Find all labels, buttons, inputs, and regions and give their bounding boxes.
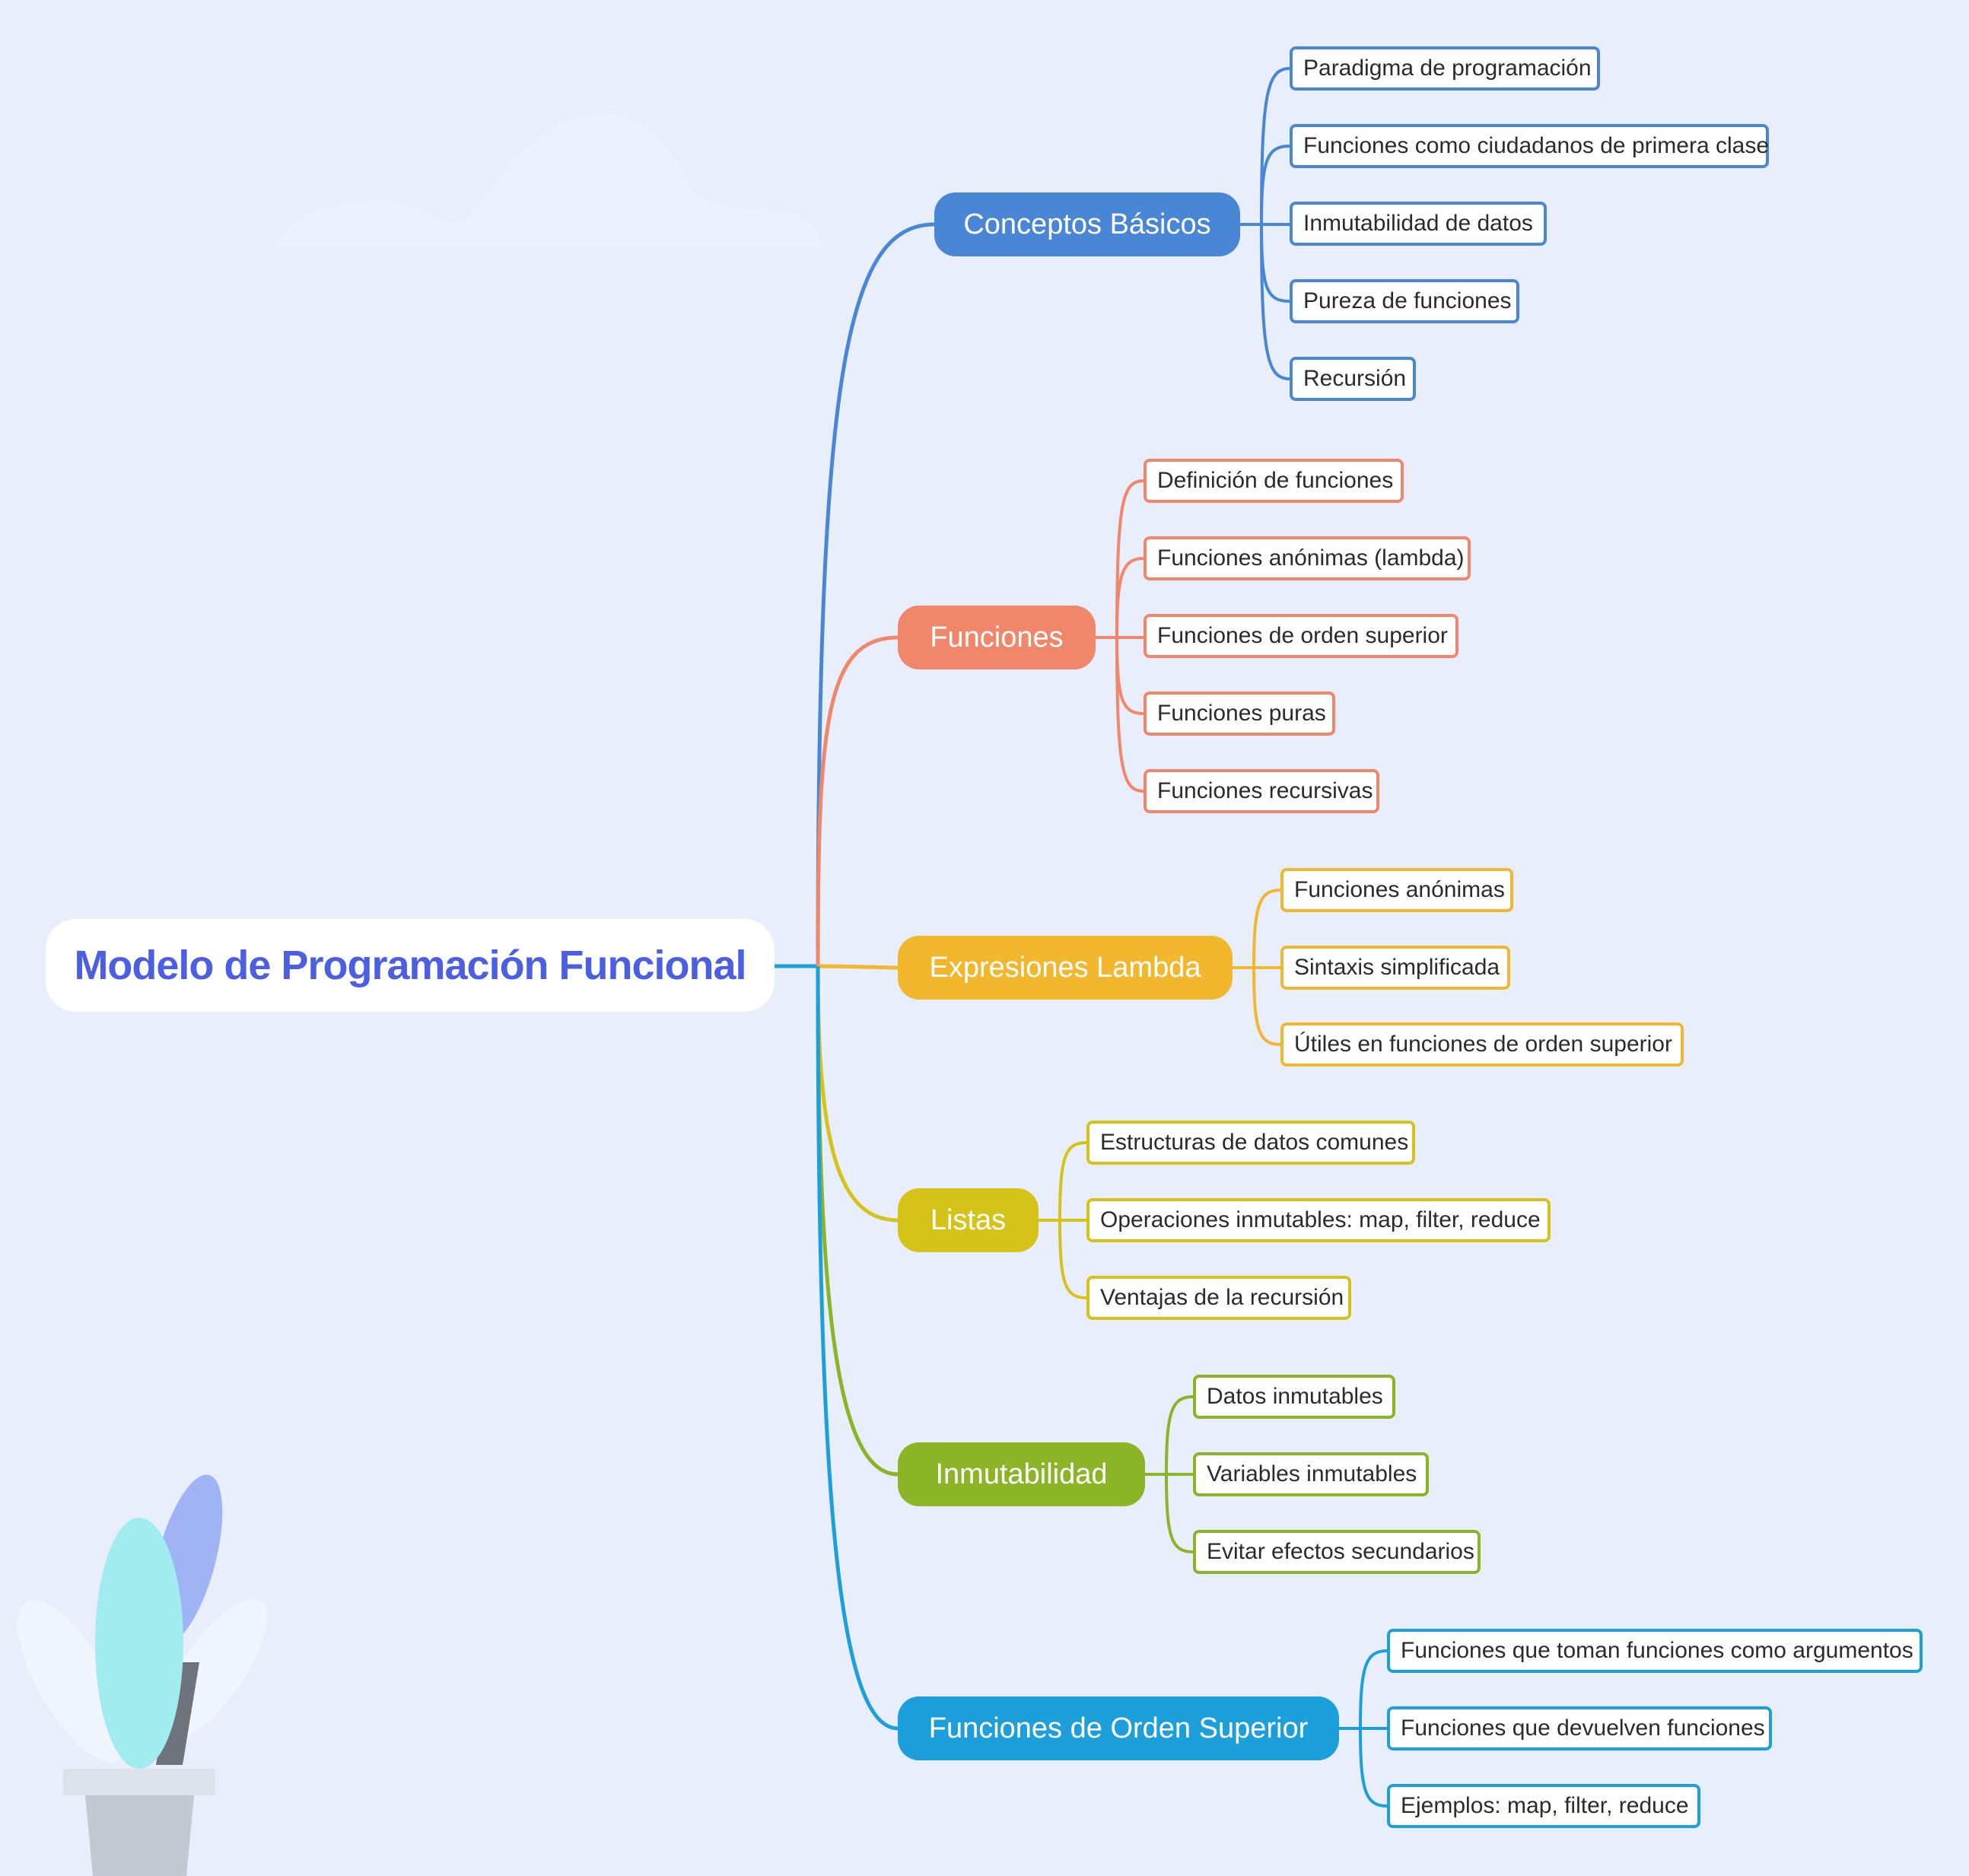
connector-group-inmutabilidad: [1145, 1395, 1194, 1553]
connector-funciones: [816, 635, 899, 967]
plant-decoration: [17, 1474, 268, 1876]
leaf-variables-inmutables[interactable]: Variables inmutables: [1193, 1452, 1429, 1496]
cloud-decoration: [274, 114, 822, 247]
leaf-datos-inmutables[interactable]: Datos inmutables: [1193, 1375, 1395, 1419]
leaf-orden-superior[interactable]: Funciones de orden superior: [1144, 614, 1458, 658]
connector-lambda: [817, 964, 899, 970]
leaf-paradigma[interactable]: Paradigma de programación: [1290, 46, 1600, 91]
leaf-estructuras[interactable]: Estructuras de datos comunes: [1086, 1121, 1415, 1165]
leaf-utiles[interactable]: Útiles en funciones de orden superior: [1280, 1022, 1684, 1067]
branch-listas[interactable]: Listas: [898, 1188, 1039, 1252]
root-node[interactable]: Modelo de Programación Funcional: [46, 919, 775, 1012]
leaf-toman-funciones[interactable]: Funciones que toman funciones como argum…: [1387, 1629, 1923, 1673]
connector-group-conceptos: [1240, 67, 1290, 380]
branch-conceptos-basicos[interactable]: Conceptos Básicos: [934, 192, 1240, 256]
connector-group-funciones: [1096, 479, 1144, 793]
connector-group-listas: [1039, 1141, 1087, 1299]
connector-orden-superior: [816, 965, 899, 1731]
leaf-funciones-anonimas[interactable]: Funciones anónimas: [1280, 868, 1513, 912]
leaf-ciudadanos[interactable]: Funciones como ciudadanos de primera cla…: [1290, 124, 1769, 168]
leaf-definicion[interactable]: Definición de funciones: [1144, 459, 1404, 503]
leaf-pureza[interactable]: Pureza de funciones: [1290, 279, 1519, 323]
leaf-anonimas-lambda[interactable]: Funciones anónimas (lambda): [1144, 536, 1471, 580]
branch-expresiones-lambda[interactable]: Expresiones Lambda: [898, 936, 1233, 1000]
leaf-recursion[interactable]: Recursión: [1290, 357, 1416, 401]
leaf-inmutabilidad-datos[interactable]: Inmutabilidad de datos: [1290, 202, 1547, 246]
leaf-sintaxis[interactable]: Sintaxis simplificada: [1280, 946, 1510, 990]
connector-group-orden-superior: [1339, 1649, 1388, 1808]
leaf-ventajas[interactable]: Ventajas de la recursión: [1086, 1276, 1351, 1320]
leaf-efectos[interactable]: Evitar efectos secundarios: [1193, 1530, 1481, 1574]
leaf-ejemplos[interactable]: Ejemplos: map, filter, reduce: [1387, 1784, 1700, 1828]
connector-conceptos: [816, 222, 935, 967]
leaf-devuelven-funciones[interactable]: Funciones que devuelven funciones: [1387, 1706, 1772, 1750]
connector-listas: [816, 965, 899, 1223]
leaf-operaciones[interactable]: Operaciones inmutables: map, filter, red…: [1086, 1198, 1551, 1242]
branch-funciones[interactable]: Funciones: [898, 606, 1096, 669]
branch-orden-superior[interactable]: Funciones de Orden Superior: [898, 1696, 1339, 1760]
branch-inmutabilidad[interactable]: Inmutabilidad: [898, 1442, 1145, 1506]
connector-group-lambda: [1233, 889, 1281, 1046]
leaf-recursivas[interactable]: Funciones recursivas: [1144, 769, 1379, 813]
leaf-puras[interactable]: Funciones puras: [1144, 692, 1335, 736]
